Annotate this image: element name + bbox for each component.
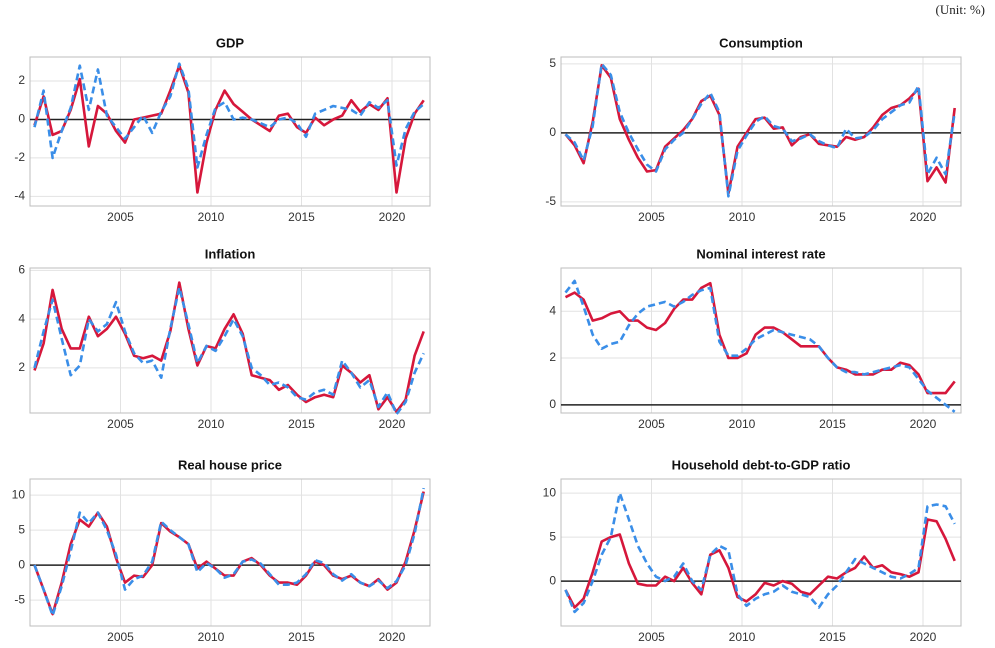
x-tick-label: 2015 (288, 210, 315, 224)
y-tick-label: 0 (18, 557, 25, 571)
plot-area (561, 268, 961, 413)
series-line (33, 281, 425, 414)
series-line (564, 279, 956, 413)
y-tick-label: 10 (543, 485, 557, 499)
chart-title: Nominal interest rate (696, 246, 825, 261)
x-tick-label: 2005 (107, 417, 134, 431)
y-tick-label: 4 (549, 303, 556, 317)
plot-frame (29, 267, 431, 414)
y-tick-label: 2 (18, 360, 25, 374)
x-tick-label: 2010 (729, 630, 756, 644)
plot-area (30, 268, 430, 413)
series-line (564, 281, 956, 395)
plot-frame (560, 478, 962, 627)
series-line (564, 62, 956, 198)
x-tick-label: 2005 (107, 210, 134, 224)
y-tick-label: 0 (549, 397, 556, 411)
chart-title: Real house price (178, 457, 282, 472)
x-tick-label: 2010 (729, 417, 756, 431)
x-tick-label: 2005 (107, 630, 134, 644)
series-line (33, 487, 425, 617)
y-tick-label: 5 (18, 522, 25, 536)
x-tick-label: 2020 (379, 210, 406, 224)
x-tick-label: 2020 (910, 417, 937, 431)
y-tick-label: -5 (545, 194, 556, 208)
x-tick-label: 2020 (379, 630, 406, 644)
y-tick-label: 4 (18, 311, 25, 325)
y-tick-label: 6 (18, 263, 25, 277)
chart-title: Household debt-to-GDP ratio (672, 457, 851, 472)
y-tick-label: 0 (549, 125, 556, 139)
x-tick-label: 2020 (910, 630, 937, 644)
y-tick-label: 2 (18, 73, 25, 87)
y-tick-label: 10 (12, 487, 26, 501)
plot-frame (560, 56, 962, 207)
plot-area (561, 57, 961, 206)
x-tick-label: 2015 (819, 210, 846, 224)
y-tick-label: -2 (14, 150, 25, 164)
x-tick-label: 2010 (198, 210, 225, 224)
x-tick-label: 2020 (379, 417, 406, 431)
y-tick-label: 0 (549, 573, 556, 587)
x-tick-label: 2015 (288, 630, 315, 644)
unit-note: (Unit: %) (936, 2, 985, 17)
x-tick-label: 2020 (910, 210, 937, 224)
x-tick-label: 2005 (638, 630, 665, 644)
x-tick-label: 2010 (198, 630, 225, 644)
y-tick-label: 5 (549, 529, 556, 543)
plot-frame (29, 56, 431, 207)
x-tick-label: 2010 (729, 210, 756, 224)
x-tick-label: 2005 (638, 210, 665, 224)
series-line (33, 62, 425, 169)
x-tick-label: 2015 (288, 417, 315, 431)
series-line (33, 64, 425, 194)
x-tick-label: 2010 (198, 417, 225, 431)
y-tick-label: -4 (14, 189, 25, 203)
x-tick-label: 2015 (819, 630, 846, 644)
y-tick-label: -5 (14, 592, 25, 606)
y-tick-label: 5 (549, 56, 556, 70)
x-tick-label: 2015 (819, 417, 846, 431)
series-line (564, 491, 956, 614)
plot-frame (29, 478, 431, 627)
y-tick-label: 2 (549, 350, 556, 364)
plot-frame (560, 267, 962, 414)
series-line (564, 518, 956, 609)
chart-title: GDP (216, 35, 245, 50)
plot-area (561, 479, 961, 626)
series-line (33, 286, 425, 416)
chart-title: Consumption (719, 35, 803, 50)
x-tick-label: 2005 (638, 417, 665, 431)
plot-area (30, 479, 430, 626)
plot-area (30, 57, 430, 206)
chart-title: Inflation (205, 246, 256, 261)
y-tick-label: 0 (18, 112, 25, 126)
